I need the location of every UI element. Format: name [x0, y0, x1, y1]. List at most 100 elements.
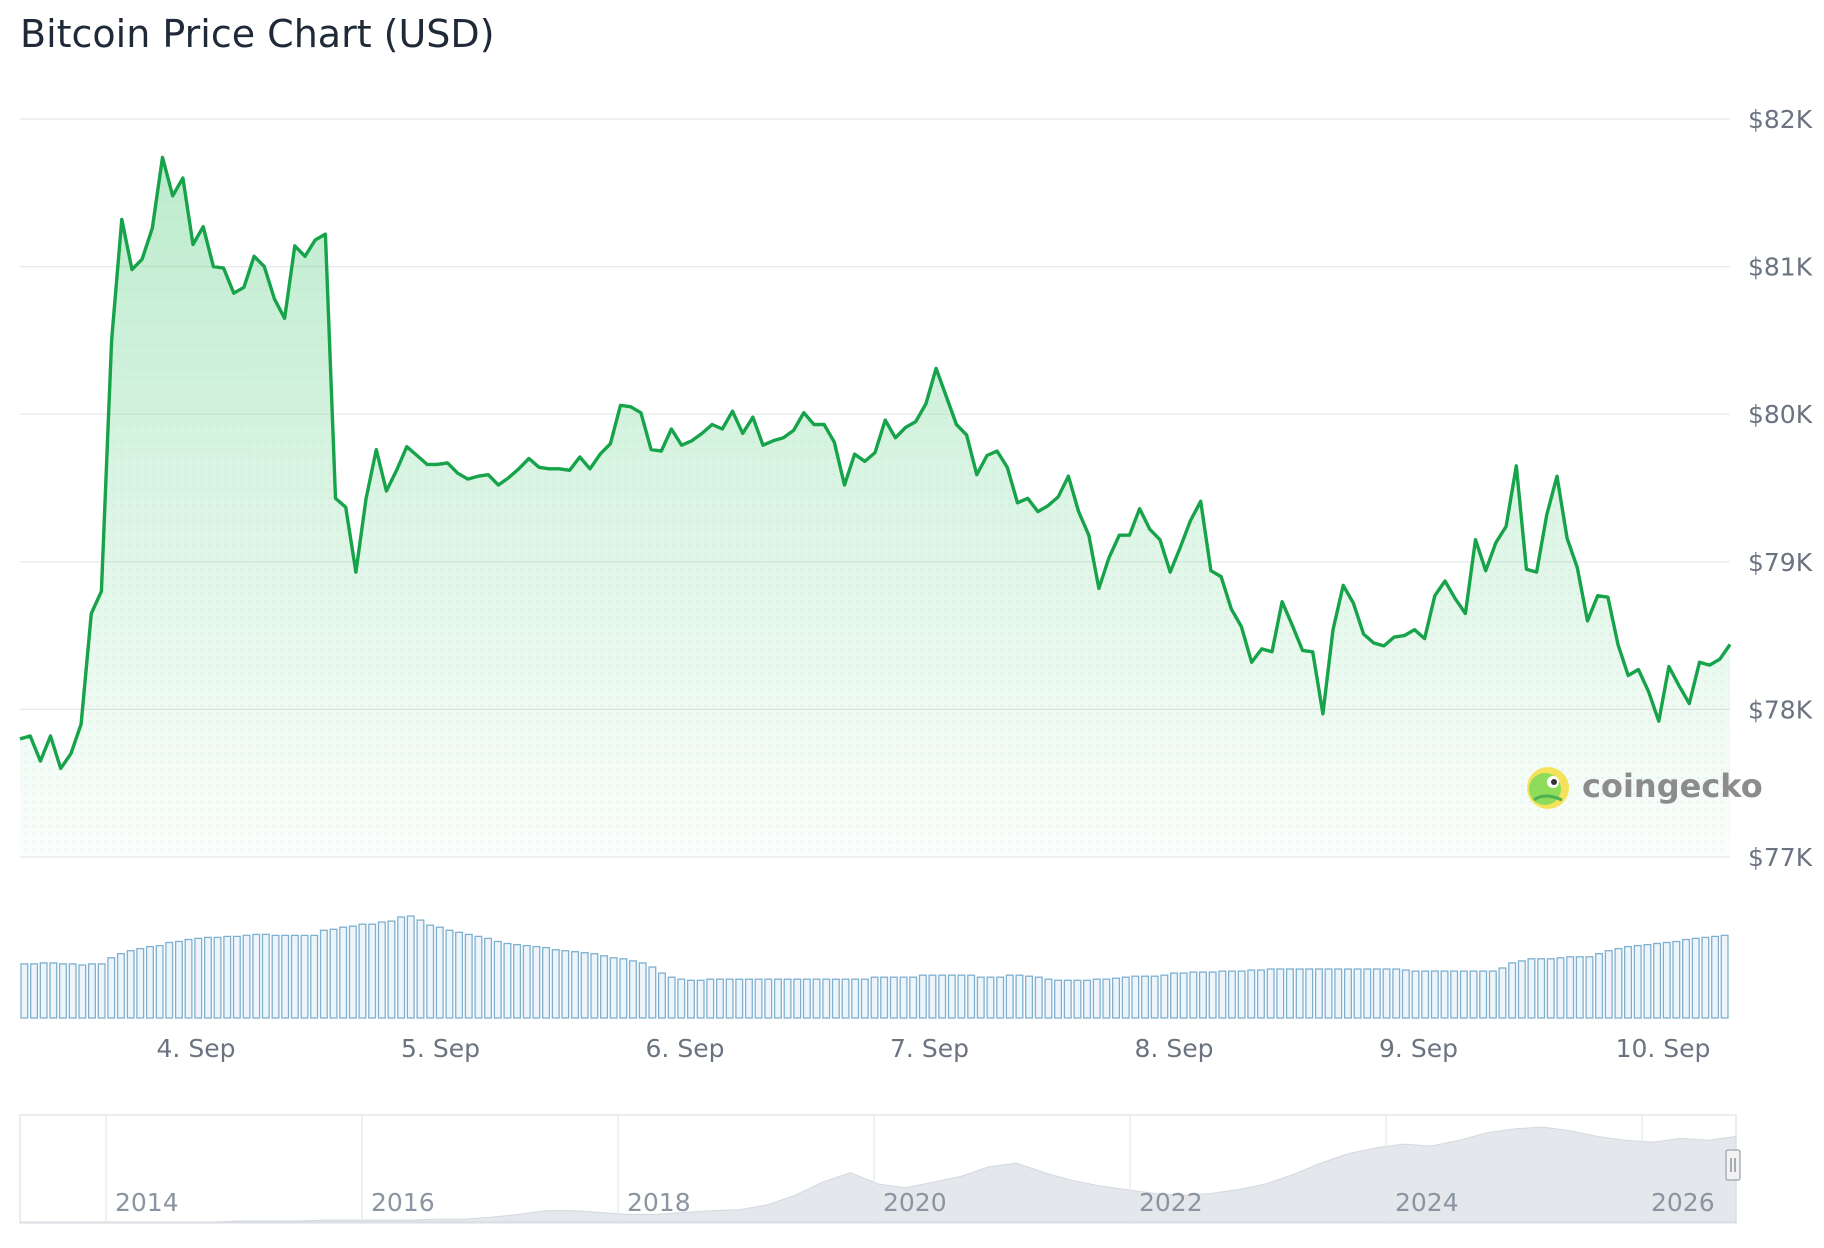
volume-bar	[1575, 956, 1584, 1019]
volume-bar	[368, 923, 377, 1019]
volume-bar	[648, 966, 657, 1019]
volume-bar	[1537, 958, 1546, 1019]
navigator-tick-label: 2020	[883, 1188, 947, 1217]
volume-bar	[696, 979, 705, 1019]
volume-bar	[1160, 974, 1169, 1019]
volume-bar	[880, 976, 889, 1019]
volume-bar	[1237, 970, 1246, 1019]
volume-bar	[339, 926, 348, 1019]
volume-bar	[1189, 971, 1198, 1019]
y-tick-label: $79K	[1748, 548, 1813, 577]
volume-bar	[455, 931, 464, 1019]
volume-bar	[464, 933, 473, 1019]
volume-bar	[1005, 974, 1014, 1019]
volume-bar	[686, 979, 695, 1019]
volume-bar	[1527, 958, 1536, 1019]
volume-bar	[1392, 968, 1401, 1019]
volume-bar	[1015, 974, 1024, 1019]
volume-bar	[561, 950, 570, 1019]
y-tick-label: $77K	[1748, 843, 1813, 872]
volume-bar	[203, 936, 212, 1019]
volume-bar	[657, 972, 666, 1019]
volume-bar	[1305, 968, 1314, 1019]
volume-bar	[841, 978, 850, 1019]
volume-bar	[773, 978, 782, 1019]
volume-bar	[20, 963, 29, 1019]
volume-bar	[1334, 968, 1343, 1019]
volume-bar	[136, 947, 145, 1019]
volume-bar	[1401, 969, 1410, 1019]
volume-bar	[281, 934, 290, 1019]
volume-bar	[1440, 970, 1449, 1019]
x-tick-label: 9. Sep	[1379, 1034, 1458, 1063]
volume-bar	[358, 923, 367, 1019]
x-tick-label: 5. Sep	[401, 1034, 480, 1063]
volume-bar	[735, 978, 744, 1019]
volume-bar	[1372, 968, 1381, 1019]
volume-bar	[1488, 970, 1497, 1019]
volume-bar	[271, 934, 280, 1019]
volume-bar	[754, 978, 763, 1019]
volume-bar	[1653, 942, 1662, 1019]
volume-bar	[522, 944, 531, 1019]
volume-bar	[107, 957, 116, 1019]
volume-bar	[426, 924, 435, 1019]
volume-bar	[744, 978, 753, 1019]
volume-bar	[1662, 941, 1671, 1019]
volume-bar	[290, 934, 299, 1019]
volume-bar	[252, 933, 261, 1019]
navigator-tick-label: 2016	[371, 1188, 435, 1217]
volume-bar	[1720, 934, 1729, 1019]
volume-bar	[1643, 943, 1652, 1019]
volume-bar	[58, 963, 67, 1019]
volume-bar	[194, 937, 203, 1019]
volume-bar	[1421, 970, 1430, 1019]
volume-bar	[706, 978, 715, 1019]
volume-bar	[1382, 968, 1391, 1019]
volume-bar	[638, 962, 647, 1019]
volume-bar	[957, 974, 966, 1019]
volume-bar	[1179, 972, 1188, 1019]
volume-bar	[542, 946, 551, 1019]
volume-bar	[406, 915, 415, 1019]
volume-bar	[1624, 945, 1633, 1019]
volume-bar	[1711, 935, 1720, 1019]
volume-bar	[764, 978, 773, 1019]
volume-bar	[571, 951, 580, 1019]
volume-bar	[1585, 956, 1594, 1019]
volume-bar	[1604, 950, 1613, 1019]
navigator-tick-label: 2026	[1651, 1188, 1715, 1217]
volume-bar	[1121, 976, 1130, 1019]
y-tick-label: $82K	[1748, 105, 1813, 134]
volume-bar	[967, 974, 976, 1019]
volume-bar	[532, 945, 541, 1019]
volume-bar	[397, 916, 406, 1019]
range-navigator[interactable]: 2014 2016 2018 2020 2022 2024 2026	[19, 1114, 1741, 1224]
volume-bar	[1450, 970, 1459, 1019]
volume-bar	[1227, 970, 1236, 1019]
x-tick-label: 8. Sep	[1135, 1034, 1214, 1063]
volume-bar	[1343, 968, 1352, 1019]
navigator-handle[interactable]	[1725, 1149, 1741, 1181]
volume-bar	[1092, 978, 1101, 1019]
volume-bar	[870, 976, 879, 1019]
volume-bar	[899, 976, 908, 1019]
volume-bar	[1102, 978, 1111, 1019]
volume-bar	[976, 976, 985, 1019]
volume-bar	[802, 978, 811, 1019]
volume-bar	[986, 976, 995, 1019]
volume-bar	[310, 934, 319, 1019]
volume-bar	[377, 921, 386, 1019]
volume-bar	[1430, 970, 1439, 1019]
volume-bar	[1073, 979, 1082, 1019]
volume-bar	[493, 940, 502, 1019]
volume-bar	[435, 926, 444, 1019]
price-line	[19, 155, 1732, 771]
volume-bar	[1112, 977, 1121, 1019]
volume-bar	[78, 964, 87, 1019]
volume-bar	[1353, 968, 1362, 1019]
x-tick-label: 6. Sep	[646, 1034, 725, 1063]
chart-title: Bitcoin Price Chart (USD)	[20, 12, 495, 56]
volume-bar	[1469, 970, 1478, 1019]
volume-bar	[600, 955, 609, 1019]
